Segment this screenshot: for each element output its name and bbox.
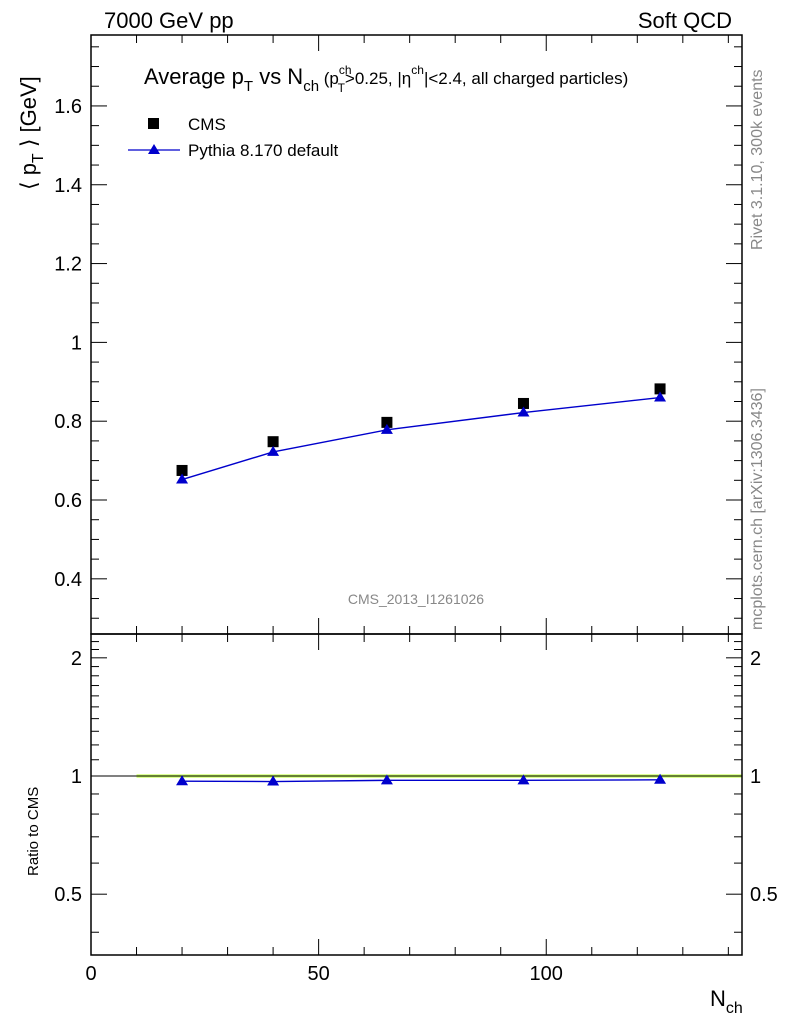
ratio-tick-labels-right: 0.5 1 2: [750, 648, 778, 906]
cms-data-point: [267, 436, 279, 448]
pythia-ratio-point: [517, 774, 530, 785]
analysis-id: CMS_2013_I1261026: [348, 591, 484, 607]
y-axis-title: ⟨ pT ⟩ [GeV]: [16, 76, 47, 190]
data-marks: [176, 383, 667, 786]
legend: CMS Pythia 8.170 default: [128, 115, 339, 160]
ratio-tick-label: 2: [750, 648, 761, 670]
pythia-ratio-point: [176, 775, 189, 786]
y-tick-labels: 0.4 0.6 0.8 1 1.2 1.4 1.6: [54, 96, 82, 591]
ratio-axis-title: Ratio to CMS: [25, 787, 42, 876]
y-tick-label: 1.4: [54, 175, 82, 197]
pythia-ratio-point: [380, 774, 393, 785]
x-axis-title: Nch: [710, 986, 743, 1017]
axis-ticks: [90, 35, 742, 955]
ratio-tick-label: 2: [71, 648, 82, 670]
x-tick-label: 100: [530, 963, 563, 985]
x-tick-label: 50: [307, 963, 329, 985]
y-tick-label: 1.2: [54, 254, 82, 276]
header-right: Soft QCD: [638, 8, 732, 33]
cms-data-point: [654, 383, 666, 395]
x-tick-labels: 0 50 100: [85, 963, 562, 985]
legend-pythia-label: Pythia 8.170 default: [188, 141, 339, 160]
y-tick-label: 1: [71, 332, 82, 354]
pythia-data-point: [176, 473, 189, 484]
ratio-tick-label: 1: [750, 766, 761, 788]
pythia-data-point: [654, 391, 667, 402]
cms-data-point: [176, 464, 188, 476]
pythia-data-point: [517, 406, 530, 417]
y-tick-label: 0.8: [54, 411, 82, 433]
pythia-ratio-point: [654, 773, 667, 784]
rivet-label: Rivet 3.1.10, 300k events: [749, 69, 766, 250]
legend-pythia-marker: [148, 144, 160, 154]
y-tick-label: 0.6: [54, 490, 82, 512]
pythia-ratio-line: [182, 779, 661, 783]
mcplots-label: mcplots.cern.ch [arXiv:1306.3436]: [749, 388, 766, 630]
cms-data-point: [517, 397, 529, 409]
cms-data-point: [381, 416, 393, 428]
ratio-tick-label: 0.5: [54, 884, 82, 906]
pythia-data-point: [380, 423, 393, 434]
legend-cms-marker: [148, 118, 159, 129]
x-tick-label: 0: [85, 963, 96, 985]
ratio-panel-frame: [90, 633, 743, 956]
y-tick-label: 1.6: [54, 96, 82, 118]
ratio-tick-label: 0.5: [750, 884, 778, 906]
header-left: 7000 GeV pp: [104, 8, 234, 33]
ratio-tick-label: 1: [71, 766, 82, 788]
legend-cms-label: CMS: [188, 115, 226, 134]
pythia-data-point: [267, 445, 280, 456]
pythia-ratio-point: [267, 775, 280, 786]
pythia-series-line: [181, 396, 661, 481]
ratio-tick-labels-left: 0.5 1 2: [54, 648, 82, 906]
y-tick-label: 0.4: [54, 569, 82, 591]
chart-title: Average pT vs Nch (pch T>0.25, |ηch|<2.4,…: [144, 63, 628, 95]
